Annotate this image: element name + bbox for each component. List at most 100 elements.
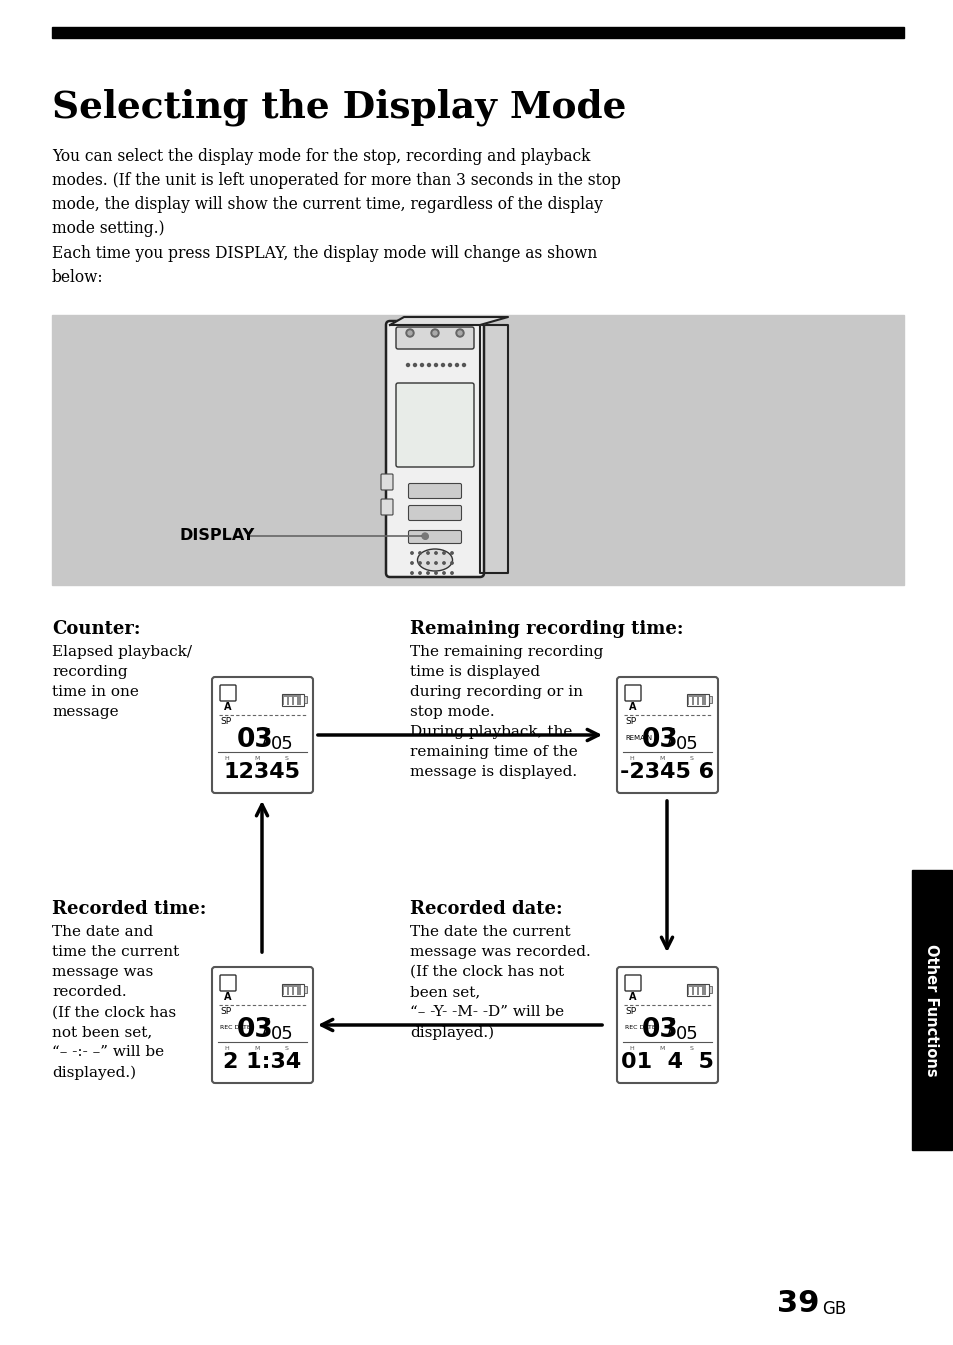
Bar bbox=[686, 694, 708, 706]
Text: The remaining recording
time is displayed
during recording or in
stop mode.
Duri: The remaining recording time is displaye… bbox=[410, 646, 602, 779]
Circle shape bbox=[435, 551, 436, 554]
Circle shape bbox=[442, 562, 445, 564]
Circle shape bbox=[427, 363, 430, 366]
Text: SP: SP bbox=[220, 717, 231, 726]
FancyBboxPatch shape bbox=[624, 685, 640, 701]
Circle shape bbox=[411, 562, 413, 564]
Circle shape bbox=[455, 363, 458, 366]
FancyBboxPatch shape bbox=[380, 473, 393, 490]
Text: S: S bbox=[285, 1046, 289, 1050]
FancyBboxPatch shape bbox=[408, 530, 461, 543]
Text: /: / bbox=[667, 728, 674, 746]
Text: S: S bbox=[285, 756, 289, 761]
Circle shape bbox=[431, 330, 438, 338]
Text: /: / bbox=[263, 728, 270, 746]
Bar bbox=[688, 697, 691, 705]
Circle shape bbox=[406, 330, 414, 338]
Text: Other Functions: Other Functions bbox=[923, 944, 939, 1076]
Bar bbox=[708, 695, 711, 703]
Text: SP: SP bbox=[624, 717, 636, 726]
Text: A: A bbox=[224, 993, 232, 1002]
Text: A: A bbox=[629, 702, 636, 712]
Bar bbox=[911, 870, 951, 1150]
Text: S: S bbox=[689, 756, 693, 761]
Bar bbox=[693, 697, 697, 705]
Bar bbox=[693, 986, 697, 994]
Text: 39: 39 bbox=[777, 1289, 820, 1318]
Bar bbox=[699, 986, 701, 994]
Bar bbox=[304, 986, 307, 993]
Text: S: S bbox=[689, 1046, 693, 1050]
Circle shape bbox=[421, 533, 428, 539]
Bar bbox=[294, 697, 296, 705]
Text: 03: 03 bbox=[641, 728, 678, 753]
FancyBboxPatch shape bbox=[408, 506, 461, 521]
Text: H: H bbox=[224, 1046, 229, 1050]
Text: H: H bbox=[629, 1046, 634, 1050]
Text: 2 1:34: 2 1:34 bbox=[223, 1052, 301, 1072]
Text: 01  4  5: 01 4 5 bbox=[619, 1052, 713, 1072]
FancyBboxPatch shape bbox=[617, 967, 718, 1083]
Circle shape bbox=[448, 363, 451, 366]
FancyBboxPatch shape bbox=[617, 677, 718, 794]
Bar bbox=[52, 27, 903, 38]
Circle shape bbox=[411, 572, 413, 574]
FancyBboxPatch shape bbox=[624, 975, 640, 991]
Circle shape bbox=[426, 551, 429, 554]
Text: 03: 03 bbox=[641, 1017, 678, 1042]
Ellipse shape bbox=[417, 549, 452, 572]
Circle shape bbox=[418, 562, 421, 564]
Text: REC DATE: REC DATE bbox=[220, 1025, 251, 1030]
FancyBboxPatch shape bbox=[408, 483, 461, 499]
Circle shape bbox=[451, 572, 453, 574]
Circle shape bbox=[418, 551, 421, 554]
Circle shape bbox=[434, 363, 437, 366]
Circle shape bbox=[451, 562, 453, 564]
Text: 05: 05 bbox=[676, 734, 698, 753]
Text: 05: 05 bbox=[271, 734, 294, 753]
Circle shape bbox=[442, 572, 445, 574]
FancyBboxPatch shape bbox=[212, 677, 313, 794]
Text: Elapsed playback/
recording
time in one
message: Elapsed playback/ recording time in one … bbox=[52, 646, 192, 720]
Circle shape bbox=[420, 363, 423, 366]
FancyBboxPatch shape bbox=[220, 685, 235, 701]
Text: REC DATE: REC DATE bbox=[624, 1025, 655, 1030]
Bar bbox=[283, 695, 301, 705]
Text: Recorded date:: Recorded date: bbox=[410, 900, 562, 919]
Circle shape bbox=[456, 330, 463, 338]
Bar bbox=[282, 694, 304, 706]
Text: A: A bbox=[629, 993, 636, 1002]
Circle shape bbox=[418, 572, 421, 574]
Text: 05: 05 bbox=[271, 1025, 294, 1042]
FancyBboxPatch shape bbox=[395, 327, 474, 348]
Text: A: A bbox=[224, 702, 232, 712]
Circle shape bbox=[426, 572, 429, 574]
Circle shape bbox=[462, 363, 465, 366]
Text: 03: 03 bbox=[236, 728, 274, 753]
Bar bbox=[687, 985, 705, 995]
Circle shape bbox=[435, 562, 436, 564]
Circle shape bbox=[413, 363, 416, 366]
Text: The date the current
message was recorded.
(If the clock has not
been set,
“– -Y: The date the current message was recorde… bbox=[410, 925, 590, 1040]
Circle shape bbox=[426, 562, 429, 564]
Text: 12345: 12345 bbox=[223, 763, 300, 781]
Bar bbox=[687, 695, 705, 705]
Text: Recorded time:: Recorded time: bbox=[52, 900, 206, 919]
Polygon shape bbox=[479, 325, 507, 573]
Text: M: M bbox=[659, 1046, 664, 1050]
Text: You can select the display mode for the stop, recording and playback
modes. (If : You can select the display mode for the … bbox=[52, 148, 620, 285]
Text: SP: SP bbox=[624, 1007, 636, 1015]
FancyBboxPatch shape bbox=[395, 383, 474, 467]
Bar bbox=[699, 697, 701, 705]
Bar bbox=[289, 697, 292, 705]
Bar bbox=[688, 986, 691, 994]
Circle shape bbox=[451, 551, 453, 554]
Circle shape bbox=[433, 331, 436, 335]
Text: H: H bbox=[224, 756, 229, 761]
Bar bbox=[283, 985, 301, 995]
Bar bbox=[304, 695, 307, 703]
Text: Counter:: Counter: bbox=[52, 620, 140, 638]
Circle shape bbox=[435, 572, 436, 574]
Text: 03: 03 bbox=[236, 1017, 274, 1042]
Circle shape bbox=[441, 363, 444, 366]
